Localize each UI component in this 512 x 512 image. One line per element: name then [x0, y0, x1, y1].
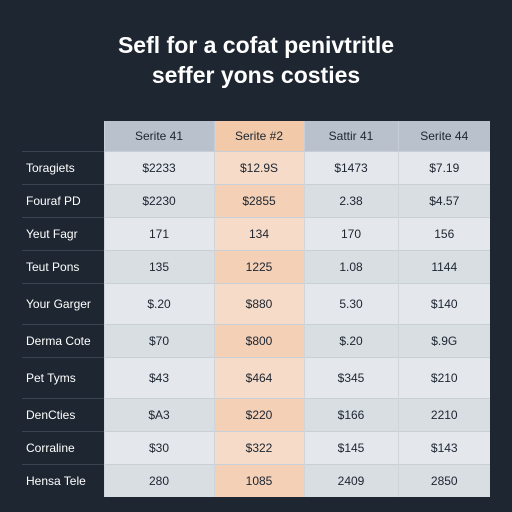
table-cell: 1144: [397, 250, 490, 284]
row-label: Toragiets: [22, 151, 104, 185]
comparison-table-container: Serite 41 Serite #2 Sattir 41 Serite 44 …: [22, 121, 490, 497]
table-body: Toragiets $2233 $12.9S $1473 $7.19 Fouraf PD $…: [22, 151, 490, 497]
table-cell: $.20: [303, 324, 398, 358]
table-cell: 171: [103, 217, 214, 251]
table-row: Your Garger $.20 $880 5.30 $140: [22, 283, 490, 325]
table-cell: $2230: [103, 184, 214, 218]
row-label: Corraline: [22, 431, 104, 465]
table-cell: $4.57: [397, 184, 490, 218]
table-cell: $166: [303, 398, 398, 432]
table-row: Fouraf PD $2230 $2855 2.38 $4.57: [22, 184, 490, 218]
comparison-table: Serite 41 Serite #2 Sattir 41 Serite 44 …: [22, 121, 490, 497]
table-cell: 2210: [397, 398, 490, 432]
column-header-highlighted: Serite #2: [213, 121, 304, 152]
column-header: Serite 41: [103, 121, 214, 152]
table-cell: $7.19: [397, 151, 490, 185]
table-cell: $322: [213, 431, 304, 465]
table-row: Toragiets $2233 $12.9S $1473 $7.19: [22, 151, 490, 185]
table-cell: $145: [303, 431, 398, 465]
row-label: Derma Cote: [22, 324, 104, 358]
table-cell: 170: [303, 217, 398, 251]
table-cell: $800: [213, 324, 304, 358]
table-cell: $143: [397, 431, 490, 465]
table-cell: 280: [103, 464, 214, 497]
table-cell: $880: [213, 283, 304, 325]
table-row: Pet Tyms $43 $464 $345 $210: [22, 357, 490, 399]
table-cell: $210: [397, 357, 490, 399]
table-cell: $345: [303, 357, 398, 399]
table-row: Hensa Tele 280 1085 2409 2850: [22, 464, 490, 497]
table-cell: $2233: [103, 151, 214, 185]
table-cell: $12.9S: [213, 151, 304, 185]
table-cell: $140: [397, 283, 490, 325]
table-cell: $30: [103, 431, 214, 465]
row-label: Your Garger: [22, 283, 104, 325]
table-cell: $2855: [213, 184, 304, 218]
table-cell: $70: [103, 324, 214, 358]
column-header: Sattir 41: [303, 121, 398, 152]
table-cell: $220: [213, 398, 304, 432]
row-label: Hensa Tele: [22, 464, 104, 497]
table-cell: 2850: [397, 464, 490, 497]
table-cell: 2409: [303, 464, 398, 497]
table-row: Yeut Fagr 171 134 170 156: [22, 217, 490, 251]
row-label: Yeut Fagr: [22, 217, 104, 251]
row-label: Fouraf PD: [22, 184, 104, 218]
table-header-row: Serite 41 Serite #2 Sattir 41 Serite 44: [22, 121, 490, 152]
table-row: Teut Pons 135 1225 1.08 1144: [22, 250, 490, 284]
table-corner-cell: [22, 121, 104, 152]
table-cell: 5.30: [303, 283, 398, 325]
table-cell: $.20: [103, 283, 214, 325]
table-cell: $.9G: [397, 324, 490, 358]
table-cell: $464: [213, 357, 304, 399]
table-cell: 156: [397, 217, 490, 251]
table-cell: 135: [103, 250, 214, 284]
table-cell: 1225: [213, 250, 304, 284]
table-cell: $43: [103, 357, 214, 399]
page-title: Sefl for a cofat penivtritle seffer yons…: [0, 30, 512, 90]
table-row: DenCties $A3 $220 $166 2210: [22, 398, 490, 432]
title-line-1: Sefl for a cofat penivtritle: [117, 32, 395, 58]
column-header: Serite 44: [397, 121, 490, 152]
row-label: Pet Tyms: [22, 357, 104, 399]
table-cell: 2.38: [303, 184, 398, 218]
title-line-2: seffer yons costies: [151, 62, 361, 88]
table-row: Derma Cote $70 $800 $.20 $.9G: [22, 324, 490, 358]
row-label: DenCties: [22, 398, 104, 432]
table-row: Corraline $30 $322 $145 $143: [22, 431, 490, 465]
table-cell: $A3: [103, 398, 214, 432]
row-label: Teut Pons: [22, 250, 104, 284]
table-cell: 1.08: [303, 250, 398, 284]
table-cell: $1473: [303, 151, 398, 185]
table-cell: 1085: [213, 464, 304, 497]
table-cell: 134: [213, 217, 304, 251]
